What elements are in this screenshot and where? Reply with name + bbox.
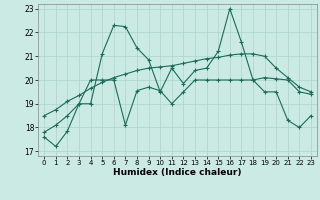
- X-axis label: Humidex (Indice chaleur): Humidex (Indice chaleur): [113, 168, 242, 177]
